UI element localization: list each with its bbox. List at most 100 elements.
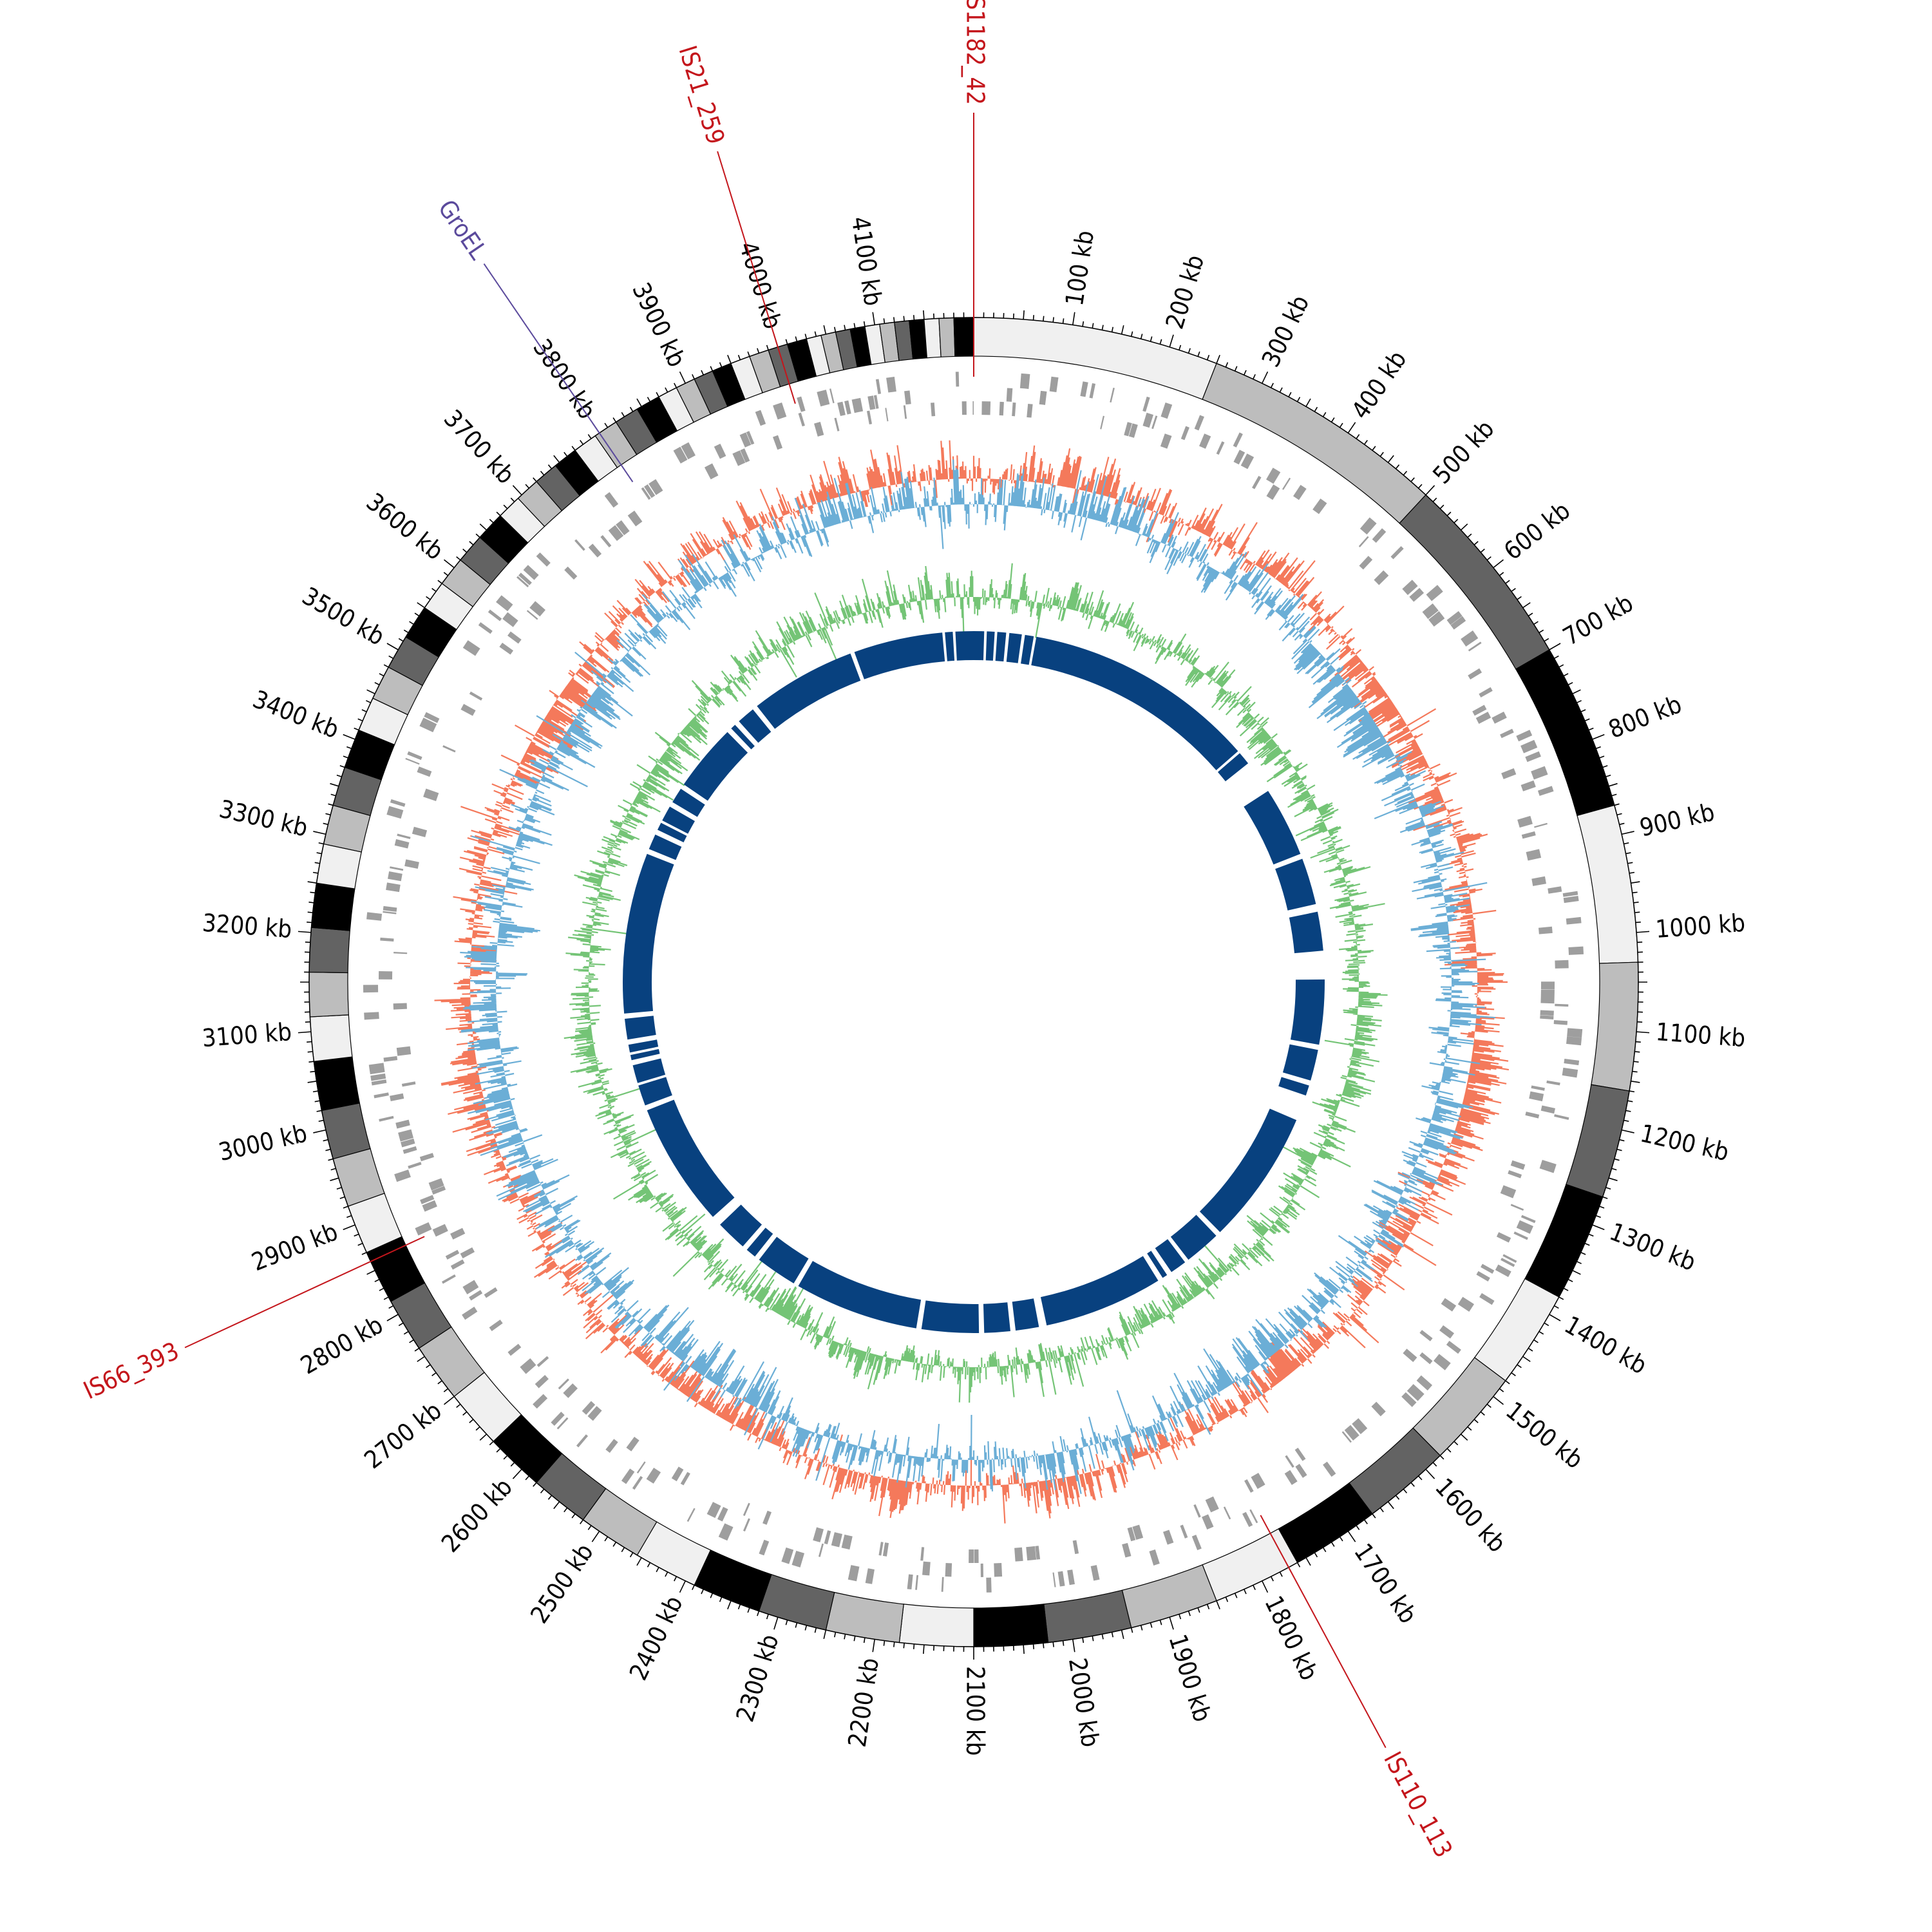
karyotype-band — [1524, 1184, 1604, 1298]
annotation-leader-line — [483, 263, 634, 482]
karyotype-band — [1591, 961, 1639, 1092]
inner-block — [624, 1016, 656, 1040]
inner-block — [1289, 911, 1323, 954]
tick-label: 2900 kb — [248, 1217, 342, 1276]
tick-label: 4100 kb — [846, 214, 887, 307]
tick-label: 3300 kb — [216, 795, 310, 842]
tick-label: 3400 kb — [249, 685, 343, 744]
tick-label: 1200 kb — [1638, 1119, 1732, 1166]
blue-area-track — [460, 459, 1496, 1494]
karyotype-band — [1202, 1528, 1298, 1602]
inner-block — [638, 1077, 672, 1106]
tick-label: 700 kb — [1558, 589, 1638, 651]
inner-block — [983, 1302, 1010, 1333]
tick-label: 3000 kb — [216, 1119, 310, 1166]
annotation-label: GroEL — [433, 194, 493, 264]
area-track-series — [434, 440, 1510, 1524]
gene-highlight-track — [363, 372, 1584, 1593]
karyotype-band — [1566, 1084, 1630, 1198]
green-area-track — [564, 563, 1388, 1403]
karyotype-band — [309, 1014, 353, 1062]
annotation-label: IS21_259 — [673, 43, 730, 148]
inner-block — [798, 1261, 922, 1329]
tick-label: 2500 kb — [525, 1539, 599, 1629]
inner-block — [921, 1300, 980, 1334]
inner-block — [739, 709, 772, 743]
tick-label: 3100 kb — [201, 1018, 292, 1052]
tick-label: 400 kb — [1346, 346, 1412, 424]
tick-label: 2400 kb — [624, 1591, 688, 1685]
annotation-label: IS66_393 — [79, 1336, 184, 1405]
gene-highlights — [363, 372, 1584, 1593]
inner-block — [1275, 858, 1316, 911]
tick-label: 3200 kb — [202, 909, 293, 943]
tick-label: 2200 kb — [843, 1656, 884, 1748]
karyotype-band — [310, 882, 355, 931]
inner-block — [622, 853, 674, 1014]
inner-block — [746, 1227, 773, 1257]
annotation-leader-line — [184, 1236, 425, 1349]
karyotype-band — [898, 1604, 974, 1647]
tick-label: 3800 kb — [527, 334, 601, 424]
annotation-label: IS110_113 — [1378, 1747, 1458, 1862]
karyotype-band — [1121, 1564, 1217, 1629]
inner-block — [647, 1099, 735, 1217]
inner-block — [985, 631, 995, 661]
karyotype-band — [923, 317, 942, 359]
karyotype-band-ring — [308, 317, 1639, 1647]
inner-block — [759, 1236, 809, 1283]
karyotype-band — [938, 317, 956, 357]
tick-label: 100 kb — [1060, 229, 1099, 308]
inner-block — [628, 1039, 659, 1053]
area-track-series — [564, 563, 1388, 1403]
inner-block — [632, 1058, 666, 1083]
tick-label: 2600 kb — [436, 1473, 518, 1558]
inner-block-ring — [622, 631, 1325, 1334]
inner-block — [672, 788, 705, 817]
tick-label: 500 kb — [1427, 415, 1499, 489]
tick-label: 4000 kb — [734, 238, 787, 332]
inner-block — [1006, 632, 1022, 663]
karyotype-band — [308, 927, 350, 974]
tick-label: 800 kb — [1605, 690, 1686, 744]
inner-block — [955, 631, 974, 661]
inner-block — [757, 653, 861, 729]
karyotype-band — [825, 1591, 904, 1643]
inner-block — [1199, 1108, 1297, 1233]
tick-label: 1700 kb — [1349, 1539, 1423, 1629]
tick-label: 1800 kb — [1259, 1591, 1323, 1685]
annotation-leader-line — [717, 151, 796, 404]
karyotype-band — [1412, 1357, 1506, 1457]
inner-block — [1021, 634, 1034, 665]
karyotype-band — [321, 1103, 371, 1160]
tick-label: 2800 kb — [296, 1311, 388, 1380]
tick-label: 1500 kb — [1501, 1396, 1588, 1474]
tick-label: 200 kb — [1160, 252, 1210, 332]
tick-label: 1600 kb — [1430, 1473, 1511, 1558]
tick-label: 3900 kb — [627, 278, 691, 372]
annotation-label: IS1182_42 — [961, 0, 990, 105]
inner-block — [1290, 979, 1325, 1045]
tick-label: 3500 kb — [298, 582, 390, 651]
tick-label: 3700 kb — [439, 404, 520, 489]
inner-block — [1040, 1256, 1159, 1326]
inner-block — [1244, 791, 1301, 865]
tick-label: 1100 kb — [1655, 1018, 1747, 1052]
inner-block — [854, 632, 945, 679]
karyotype-band — [308, 971, 349, 1018]
area-track-series — [460, 459, 1496, 1494]
inner-block — [731, 724, 755, 750]
tick-label: 2100 kb — [961, 1666, 990, 1756]
tick-label: 1300 kb — [1605, 1217, 1700, 1276]
tick-label: 1900 kb — [1163, 1631, 1217, 1725]
tick-label: 2300 kb — [731, 1631, 784, 1725]
inner-block — [720, 1204, 762, 1247]
inner-block — [945, 631, 955, 661]
karyotype-band — [953, 317, 974, 357]
tick-label: 1000 kb — [1654, 909, 1746, 943]
karyotype-band — [313, 1056, 361, 1112]
inner-block — [1147, 1251, 1168, 1278]
red-area-track — [434, 440, 1510, 1524]
